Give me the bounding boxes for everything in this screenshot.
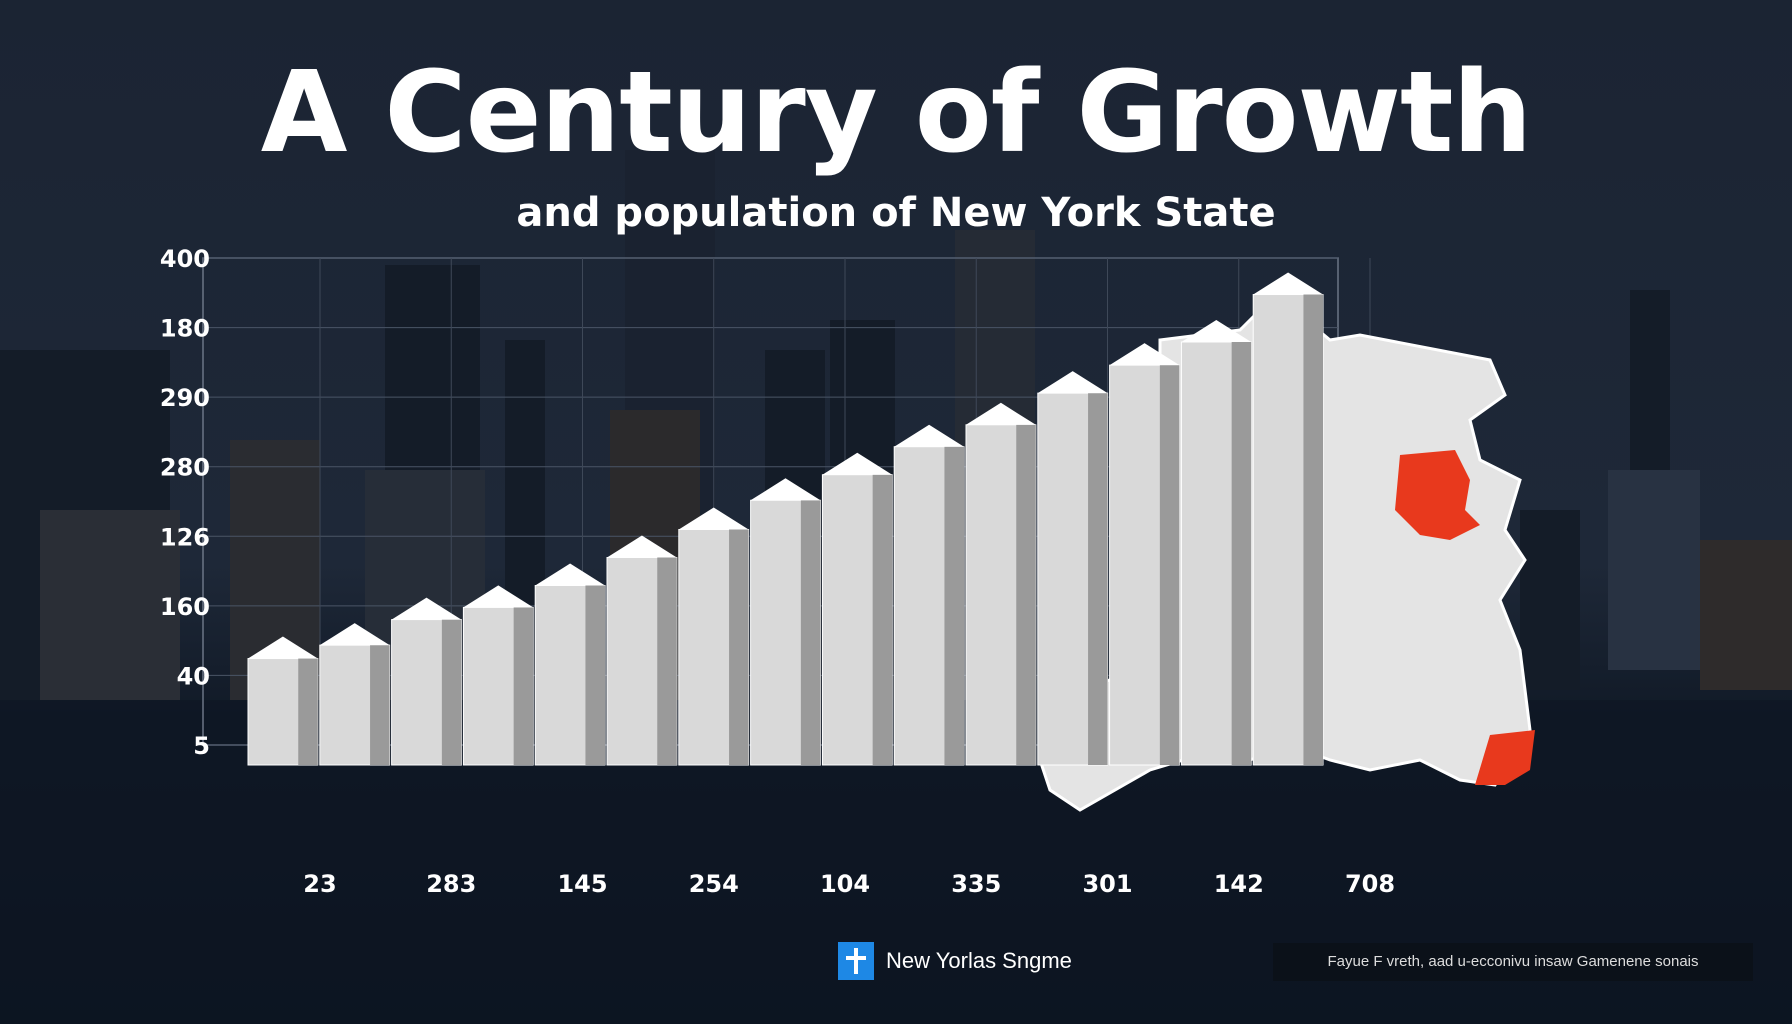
x-tick-label: 254 <box>689 870 739 898</box>
y-tick-label: 160 <box>160 593 210 621</box>
bar-shade <box>1016 424 1036 765</box>
x-tick-label: 142 <box>1214 870 1264 898</box>
bar-peak <box>966 402 1036 425</box>
legend: New Yorlas Sngme <box>838 942 1072 980</box>
bar-shade <box>872 474 893 765</box>
y-tick-label: 280 <box>160 454 210 482</box>
bar-peak <box>750 478 821 501</box>
bar-peak <box>894 424 964 447</box>
x-tick-label: 335 <box>951 870 1001 898</box>
x-tick-label: 708 <box>1345 870 1395 898</box>
bar-shade <box>370 645 390 765</box>
bar-peak <box>1037 371 1108 394</box>
bar-peak <box>607 535 677 558</box>
x-tick-label: 301 <box>1082 870 1132 898</box>
bar-shade <box>657 557 677 765</box>
y-tick-label: 400 <box>160 245 210 273</box>
bar-shade <box>1231 342 1252 765</box>
bar-peak <box>678 507 749 530</box>
y-tick-label: 40 <box>177 662 210 690</box>
bar-peak <box>1181 320 1252 343</box>
x-tick-label: 283 <box>426 870 476 898</box>
y-tick-label: 180 <box>160 315 210 343</box>
bar-peak <box>822 452 893 475</box>
legend-label: New Yorlas Sngme <box>886 948 1072 973</box>
bar-peak <box>248 636 318 659</box>
bar-shade <box>585 585 605 765</box>
bar-shade <box>800 500 821 765</box>
bar-peak <box>319 623 390 646</box>
y-tick-label: 5 <box>193 732 210 760</box>
bar-shade <box>1159 365 1180 765</box>
bar-shade <box>944 446 964 765</box>
bar-shade <box>1303 294 1323 765</box>
bar-peak <box>1109 343 1180 366</box>
chart-title: A Century of Growth <box>260 48 1533 178</box>
highlight-region-upper <box>1395 450 1480 540</box>
bar-shade <box>441 619 462 765</box>
x-tick-label: 145 <box>557 870 607 898</box>
bar-peak <box>1253 272 1323 295</box>
bar-shade <box>298 658 318 765</box>
bar-shade <box>1088 393 1108 765</box>
bar-shade <box>729 529 749 765</box>
bar-peak <box>535 563 605 586</box>
x-tick-label: 23 <box>303 870 336 898</box>
bar-peak <box>391 597 462 620</box>
highlight-region-lower <box>1475 730 1535 785</box>
bar-peak <box>463 585 534 608</box>
plus-icon <box>838 942 874 980</box>
x-tick-label: 104 <box>820 870 870 898</box>
caption: Fayue F vreth, aad u-ecconivu insaw Game… <box>1273 943 1753 981</box>
y-tick-label: 126 <box>160 523 210 551</box>
bar-shade <box>513 607 534 765</box>
y-tick-label: 290 <box>160 384 210 412</box>
chart-subtitle: and population of New York State <box>516 190 1276 236</box>
